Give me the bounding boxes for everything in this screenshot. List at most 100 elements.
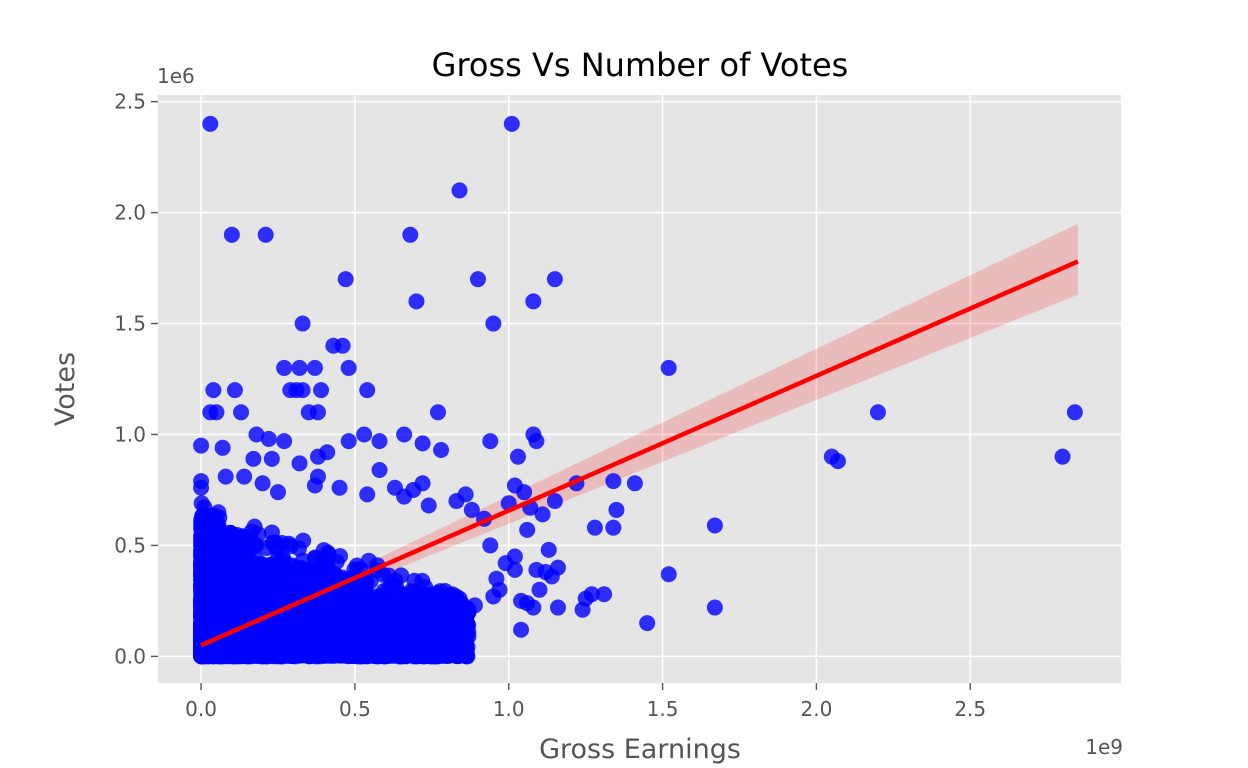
x-tick-label: 0.0 [185,697,217,721]
data-point [321,619,338,636]
data-point [324,589,341,606]
x-tick-label: 2.0 [801,697,833,721]
data-point [469,271,486,288]
data-point [506,561,523,578]
data-point [291,455,308,472]
regression-line [200,259,1079,648]
data-point [245,450,262,467]
data-point [359,486,376,503]
data-point [397,600,414,617]
data-point [343,602,360,619]
data-point [403,583,420,600]
data-point [433,442,450,459]
data-point [233,404,250,421]
data-point [546,271,563,288]
y-axis-ticks: 0.0 0.5 1.0 1.5 2.0 2.5 [114,90,158,668]
data-point [549,559,566,576]
points-layer [193,115,1083,665]
data-point [531,581,548,598]
data-point [605,519,622,536]
data-point [485,315,502,332]
data-point [290,540,307,557]
y-tick-label: 1.0 [114,422,146,446]
data-point [223,226,240,243]
data-point [509,448,526,465]
data-point [451,182,468,199]
data-point [238,573,255,590]
x-axis-label: Gross Earnings [539,734,741,765]
data-point [402,226,419,243]
data-point [457,603,474,620]
data-point [516,484,533,501]
data-point [276,359,293,376]
x-tick-label: 1.5 [647,697,679,721]
data-point [331,479,348,496]
data-point [337,646,354,663]
data-point [463,501,480,518]
data-point [408,293,425,310]
data-point [605,473,622,490]
x-tick-label: 1.0 [493,697,525,721]
data-point [583,586,600,603]
data-point [396,488,413,505]
confidence-band-layer [201,223,1078,648]
data-point [525,599,542,616]
data-point [263,450,280,467]
data-point [263,524,280,541]
data-point [371,433,388,450]
y-tick-label: 0.5 [114,533,146,557]
data-point [367,647,384,664]
data-point [235,530,252,547]
y-tick-label: 2.5 [114,90,146,114]
y-tick-label: 2.0 [114,201,146,225]
x-tick-label: 2.5 [954,697,986,721]
data-point [257,226,274,243]
data-point [660,359,677,376]
data-point [275,550,292,567]
data-point [429,404,446,421]
data-point [706,517,723,534]
data-point [226,382,243,399]
data-point [414,475,431,492]
data-point [503,115,520,132]
data-point [306,359,323,376]
data-point [706,599,723,616]
data-point [296,611,313,628]
x-tick-label: 0.5 [339,697,371,721]
data-point [332,548,349,565]
data-point [306,477,323,494]
data-point [293,560,310,577]
data-point [426,610,443,627]
data-point [254,475,271,492]
data-point [193,479,210,496]
data-point [525,293,542,310]
data-point [414,435,431,452]
data-point [241,635,258,652]
data-point [408,641,425,658]
data-point [278,644,295,661]
data-point [293,579,310,596]
data-point [193,512,210,529]
data-point [380,580,397,597]
data-point [193,437,210,454]
data-point [193,533,210,550]
data-point [359,382,376,399]
data-point [199,574,216,591]
data-point [276,433,293,450]
data-point [460,617,477,634]
data-point [240,586,257,603]
data-point [869,404,886,421]
data-point [228,583,245,600]
data-point [1054,448,1071,465]
y-tick-label: 0.0 [114,644,146,668]
data-point [353,647,370,664]
data-point [1066,404,1083,421]
chart-title: Gross Vs Number of Votes [432,46,849,84]
data-point [267,634,284,651]
data-point [297,633,314,650]
data-point [279,619,296,636]
data-point [269,484,286,501]
data-point [204,607,221,624]
data-point [194,625,211,642]
data-point [193,495,210,512]
